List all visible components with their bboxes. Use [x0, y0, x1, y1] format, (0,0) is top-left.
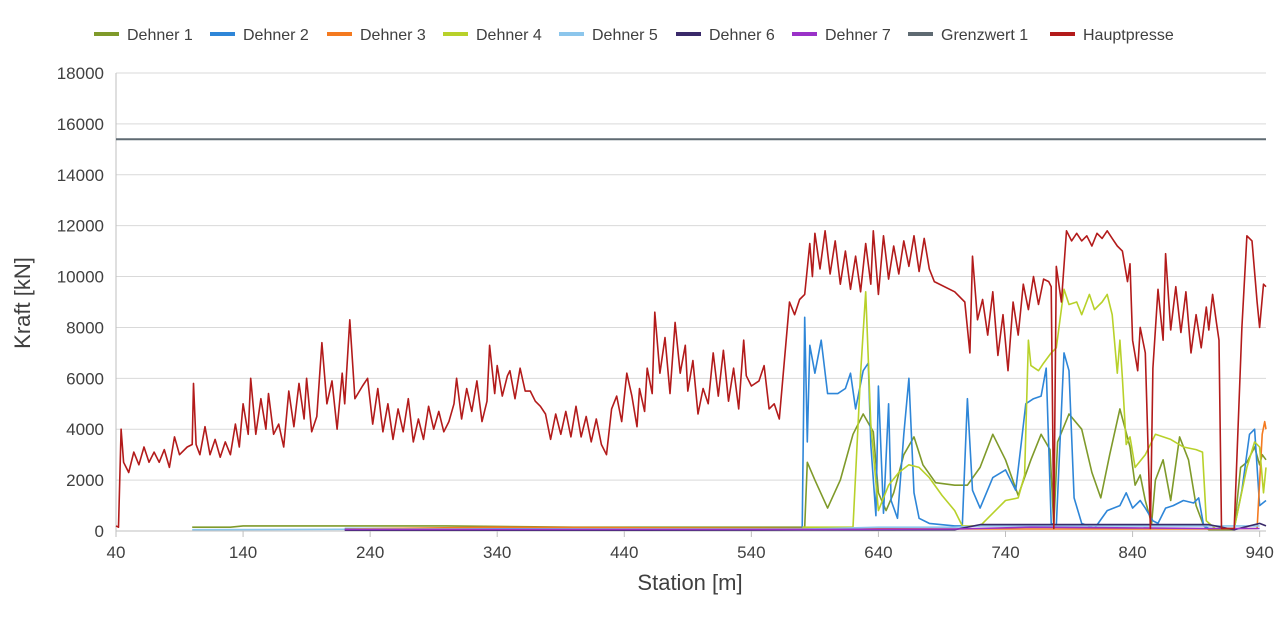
legend-label-dehner-7: Dehner 7 — [825, 27, 891, 44]
y-tick-label: 18000 — [57, 64, 104, 83]
series-line-dehner-2 — [344, 316, 1267, 530]
legend-label-dehner-1: Dehner 1 — [127, 27, 193, 44]
legend-label-dehner-6: Dehner 6 — [709, 27, 775, 44]
series-line-dehner-7 — [344, 526, 1260, 531]
x-tick-label: 140 — [229, 543, 257, 562]
y-tick-label: 10000 — [57, 268, 104, 287]
x-tick-label: 740 — [991, 543, 1019, 562]
legend-label-dehner-4: Dehner 4 — [476, 27, 542, 44]
series-line-dehner-1 — [192, 408, 1267, 531]
series-line-dehner-4 — [802, 288, 1267, 530]
legend-label-dehner-3: Dehner 3 — [360, 27, 426, 44]
y-tick-label: 14000 — [57, 166, 104, 185]
x-axis-title: Station [m] — [637, 570, 742, 595]
x-tick-label: 640 — [864, 543, 892, 562]
x-tick-label: 440 — [610, 543, 638, 562]
y-tick-label: 2000 — [66, 471, 104, 490]
legend-label-hauptpresse: Hauptpresse — [1083, 27, 1174, 44]
y-tick-label: 8000 — [66, 318, 104, 337]
legend: Dehner 1 Dehner 2 Dehner 3 Dehner 4 Dehner 5… — [94, 27, 1174, 44]
series-group — [115, 138, 1267, 532]
y-tick-label: 12000 — [57, 217, 104, 236]
x-tick-label: 40 — [107, 543, 126, 562]
series-line-hauptpresse — [115, 230, 1267, 530]
axes: 0 2000 4000 6000 8000 10000 12000 14000 16000 180… — [57, 64, 1274, 562]
legend-label-dehner-2: Dehner 2 — [243, 27, 309, 44]
series-line-dehner-3 — [344, 420, 1267, 530]
legend-label-dehner-5: Dehner 5 — [592, 27, 658, 44]
y-axis-title: Kraft [kN] — [10, 257, 35, 349]
x-tick-label: 240 — [356, 543, 384, 562]
y-tick-label: 4000 — [66, 420, 104, 439]
y-tick-label: 16000 — [57, 115, 104, 134]
x-tick-label: 540 — [737, 543, 765, 562]
grid — [116, 72, 1266, 532]
legend-label-grenzwert-1: Grenzwert 1 — [941, 27, 1028, 44]
y-tick-label: 0 — [95, 522, 104, 541]
x-tick-label: 840 — [1118, 543, 1146, 562]
x-tick-label: 340 — [483, 543, 511, 562]
x-tick-label: 940 — [1245, 543, 1273, 562]
y-tick-label: 6000 — [66, 369, 104, 388]
